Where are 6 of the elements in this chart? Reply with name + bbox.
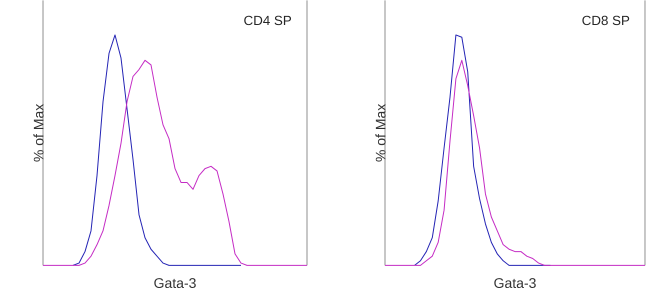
x-axis-title: Gata-3 — [154, 278, 196, 288]
chart-title: CD4 SP — [244, 16, 292, 25]
y-axis-title: % of Max — [33, 104, 44, 162]
y-axis-title: % of Max — [375, 104, 386, 162]
x-axis-title: Gata-3 — [494, 278, 536, 288]
chart-title: CD8 SP — [582, 16, 630, 25]
